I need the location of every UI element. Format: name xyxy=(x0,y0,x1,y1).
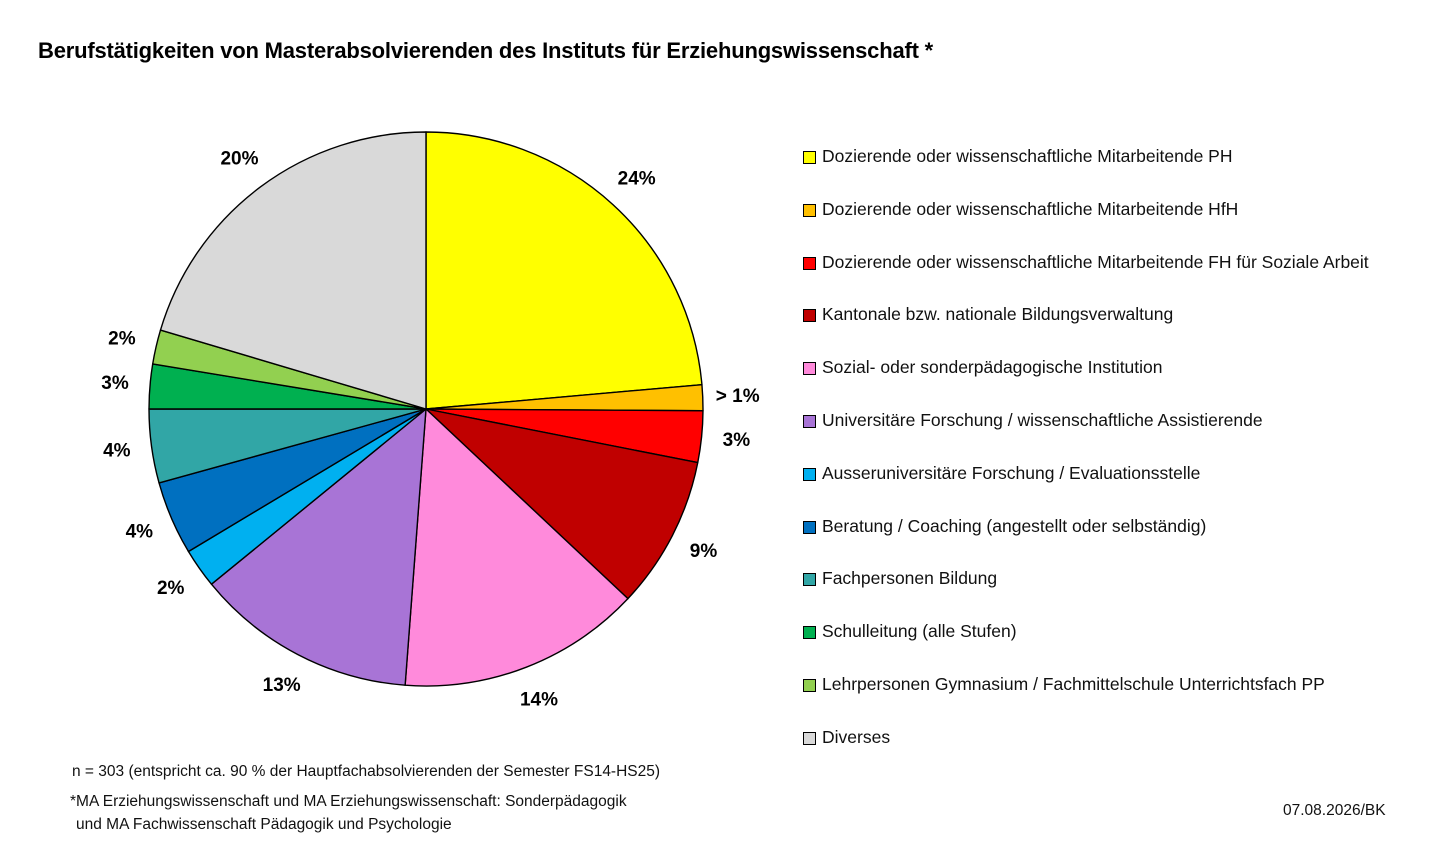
chart-title: Berufstätigkeiten von Masterabsolvierend… xyxy=(38,38,934,63)
slice-label-dozierende-oder-wissenschaftliche-mitarbeitende-ph: 24% xyxy=(618,168,656,189)
slice-label-dozierende-oder-wissenschaftliche-mitarbeitende-fh-fuer-soziale-arbeit: 3% xyxy=(723,430,751,451)
legend-item-dozierende-oder-wissenschaftliche-mitarbeitende-hfh: Dozierende oder wissenschaftliche Mitarb… xyxy=(803,199,1369,252)
legend-label: Diverses xyxy=(822,726,891,747)
legend-item-dozierende-oder-wissenschaftliche-mitarbeitende-fh-fuer-soziale-arbeit: Dozierende oder wissenschaftliche Mitarb… xyxy=(803,252,1369,305)
slice-label-dozierende-oder-wissenschaftliche-mitarbeitende-hfh: > 1% xyxy=(716,386,760,407)
legend-swatch xyxy=(803,414,816,428)
legend-swatch xyxy=(803,520,816,534)
legend-label: Dozierende oder wissenschaftliche Mitarb… xyxy=(822,146,1233,166)
legend-swatch xyxy=(803,309,816,323)
legend-item-kantonale-bzw-nationale-bildungsverwaltung: Kantonale bzw. nationale Bildungsverwalt… xyxy=(803,304,1369,357)
pie-slice-universitaere-forschung-wissenschaftliche-assistierende xyxy=(210,408,427,686)
legend-item-fachpersonen-bildung: Fachpersonen Bildung xyxy=(803,568,1369,621)
legend-item-schulleitung-alle-stufen: Schulleitung (alle Stufen) xyxy=(803,621,1369,674)
legend-item-lehrpersonen-gymnasium-fachmittelschule-unterrichtsfach-pp: Lehrpersonen Gymnasium / Fachmittelschul… xyxy=(803,674,1369,727)
legend-label: Lehrpersonen Gymnasium / Fachmittelschul… xyxy=(822,673,1325,694)
program-footnote-line-2: und MA Fachwissenschaft Pädagogik und Ps… xyxy=(76,816,452,833)
pie-slice-diverses xyxy=(159,131,427,410)
pie-slice-sozial-oder-sonderpaedagogische-institution xyxy=(404,408,629,687)
slice-label-fachpersonen-bildung: 4% xyxy=(103,441,131,462)
legend-swatch xyxy=(803,151,816,164)
slice-label-beratung-coaching-angestellt-oder-selbstaendig: 4% xyxy=(126,522,154,543)
legend-label: Dozierende oder wissenschaftliche Mitarb… xyxy=(822,251,1369,272)
legend-swatch xyxy=(803,467,816,481)
legend-item-dozierende-oder-wissenschaftliche-mitarbeitende-ph: Dozierende oder wissenschaftliche Mitarb… xyxy=(803,146,1369,199)
pie-slice-kantonale-bzw-nationale-bildungsverwaltung xyxy=(425,408,699,600)
slice-label-ausseruniversitaere-forschung-evaluationsstelle: 2% xyxy=(157,578,185,599)
program-footnote-line-1: *MA Erziehungswissenschaft und MA Erzieh… xyxy=(70,793,627,810)
legend-swatch xyxy=(803,678,816,692)
legend-item-sozial-oder-sonderpaedagogische-institution: Sozial- oder sonderpädagogische Institut… xyxy=(803,357,1369,410)
legend-swatch xyxy=(803,626,816,640)
legend-label: Universitäre Forschung / wissenschaftlic… xyxy=(822,409,1263,430)
legend-label: Dozierende oder wissenschaftliche Mitarb… xyxy=(822,198,1239,219)
legend-item-beratung-coaching-angestellt-oder-selbstaendig: Beratung / Coaching (angestellt oder sel… xyxy=(803,516,1369,569)
slice-label-lehrpersonen-gymnasium-fachmittelschule-unterrichtsfach-pp: 2% xyxy=(108,329,136,350)
legend-swatch xyxy=(803,731,816,745)
slice-label-universitaere-forschung-wissenschaftliche-assistierende: 13% xyxy=(263,675,301,696)
slice-label-schulleitung-alle-stufen: 3% xyxy=(101,373,129,394)
legend-swatch xyxy=(803,203,816,217)
date-stamp: 07.08.2026/BK xyxy=(1283,802,1386,819)
legend-swatch xyxy=(803,256,816,270)
legend-item-diverses: Diverses xyxy=(803,727,1369,780)
legend-label: Fachpersonen Bildung xyxy=(822,568,998,589)
legend-label: Schulleitung (alle Stufen) xyxy=(822,621,1017,642)
legend-item-ausseruniversitaere-forschung-evaluationsstelle: Ausseruniversitäre Forschung / Evaluatio… xyxy=(803,463,1369,516)
legend-item-universitaere-forschung-wissenschaftliche-assistierende: Universitäre Forschung / wissenschaftlic… xyxy=(803,410,1369,463)
pie-slice-dozierende-oder-wissenschaftliche-mitarbeitende-ph xyxy=(425,131,703,410)
slice-label-sozial-oder-sonderpaedagogische-institution: 14% xyxy=(520,689,558,710)
legend-swatch xyxy=(803,362,816,376)
legend-label: Beratung / Coaching (angestellt oder sel… xyxy=(822,515,1207,536)
legend-label: Kantonale bzw. nationale Bildungsverwalt… xyxy=(822,304,1174,325)
legend: Dozierende oder wissenschaftliche Mitarb… xyxy=(803,146,1369,780)
legend-swatch xyxy=(803,573,816,587)
legend-label: Ausseruniversitäre Forschung / Evaluatio… xyxy=(822,462,1201,483)
slice-label-kantonale-bzw-nationale-bildungsverwaltung: 9% xyxy=(690,541,718,562)
slice-label-diverses: 20% xyxy=(220,148,258,169)
legend-label: Sozial- oder sonderpädagogische Institut… xyxy=(822,357,1163,378)
sample-size-note: n = 303 (entspricht ca. 90 % der Hauptfa… xyxy=(72,763,661,780)
